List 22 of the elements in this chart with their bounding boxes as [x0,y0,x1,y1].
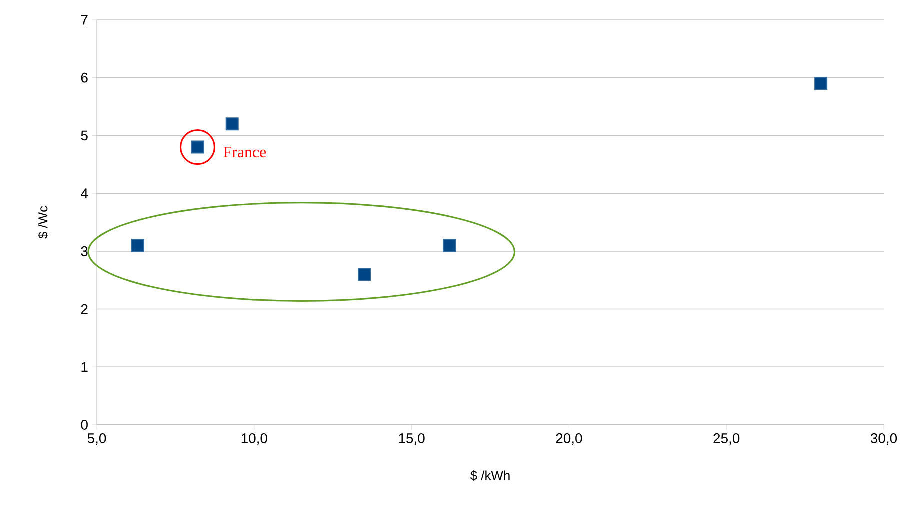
x-tick-label: 25,0 [714,434,740,446]
x-tick-label: 30,0 [870,434,898,446]
annotation: France [224,146,266,158]
point [358,268,372,282]
y-tick-label: 6 [81,72,88,83]
x-tick-label: 15,0 [399,434,425,446]
x-axis-title: $ /kWh [470,470,510,481]
y-tick-label: 1 [82,362,88,372]
point [814,77,828,90]
y-tick-label: 2 [81,304,88,314]
x-tick-label: 5,0 [88,434,106,446]
y-axis-title: $ /Wc [38,206,48,239]
y-tick-label: 0 [81,420,88,430]
y-tick-label: 7 [81,15,88,25]
point [443,239,456,252]
x-tick-label: 10,0 [242,434,268,446]
y-tick-label: 4 [81,188,88,198]
point [131,239,144,252]
y-tick-label: 3 [81,246,88,256]
y-tick-label: 5 [81,130,88,141]
point [226,118,239,131]
x-tick-label: 20,0 [556,434,582,446]
